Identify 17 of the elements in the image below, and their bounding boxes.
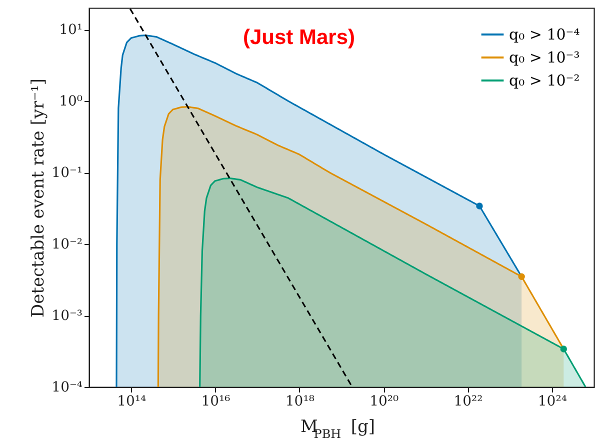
legend-label: q₀ > 10⁻²: [509, 72, 580, 90]
x-tick-label: 10¹⁴: [117, 394, 146, 410]
x-tick-label: 10²²: [454, 394, 483, 410]
y-tick-label: 10⁻³: [52, 308, 82, 324]
x-tick-label: 10¹⁶: [201, 394, 231, 410]
x-tick-label: 10¹⁸: [285, 394, 315, 410]
y-tick-label: 10¹: [59, 22, 82, 38]
annotation: (Just Mars): [242, 26, 356, 49]
x-tick-label: 10²⁰: [370, 394, 399, 410]
y-axis-title: Detectable event rate [yr⁻¹]: [28, 78, 49, 318]
y-tick-label: 10⁻²: [52, 236, 82, 253]
y-tick-label: 10⁻⁴: [52, 380, 83, 396]
y-tick-label: 10⁰: [59, 94, 83, 110]
legend-label: q₀ > 10⁻³: [509, 48, 580, 66]
y-tick-label: 10⁻¹: [52, 165, 82, 182]
x-tick-label: 10²⁴: [538, 394, 568, 410]
legend-label: q₀ > 10⁻⁴: [509, 26, 580, 44]
